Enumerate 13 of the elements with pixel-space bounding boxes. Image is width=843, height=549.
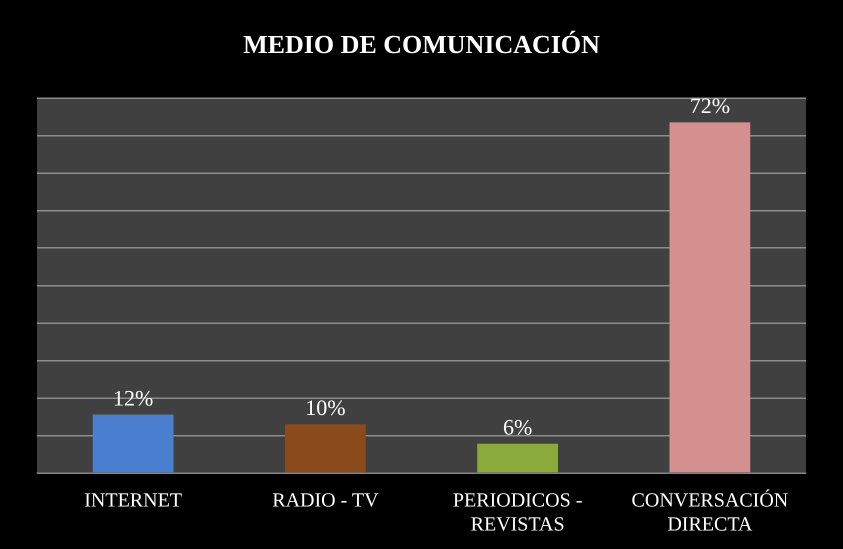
x-tick-label: PERIODICOS - REVISTAS (452, 489, 582, 536)
bar (670, 122, 750, 472)
bar (477, 444, 558, 472)
bar (285, 424, 366, 472)
x-tick-label: RADIO - TV (272, 489, 380, 512)
x-tick-label: INTERNET (84, 489, 182, 512)
data-label: 6% (502, 414, 532, 440)
x-tick-label: CONVERSACIÓN DIRECTA (632, 488, 788, 536)
data-label: 12% (112, 385, 154, 410)
bar (92, 414, 174, 472)
chart-title: MEDIO DE COMUNICACIÓN (242, 30, 601, 60)
data-label: 72% (690, 93, 730, 118)
data-label: 10% (305, 395, 346, 420)
